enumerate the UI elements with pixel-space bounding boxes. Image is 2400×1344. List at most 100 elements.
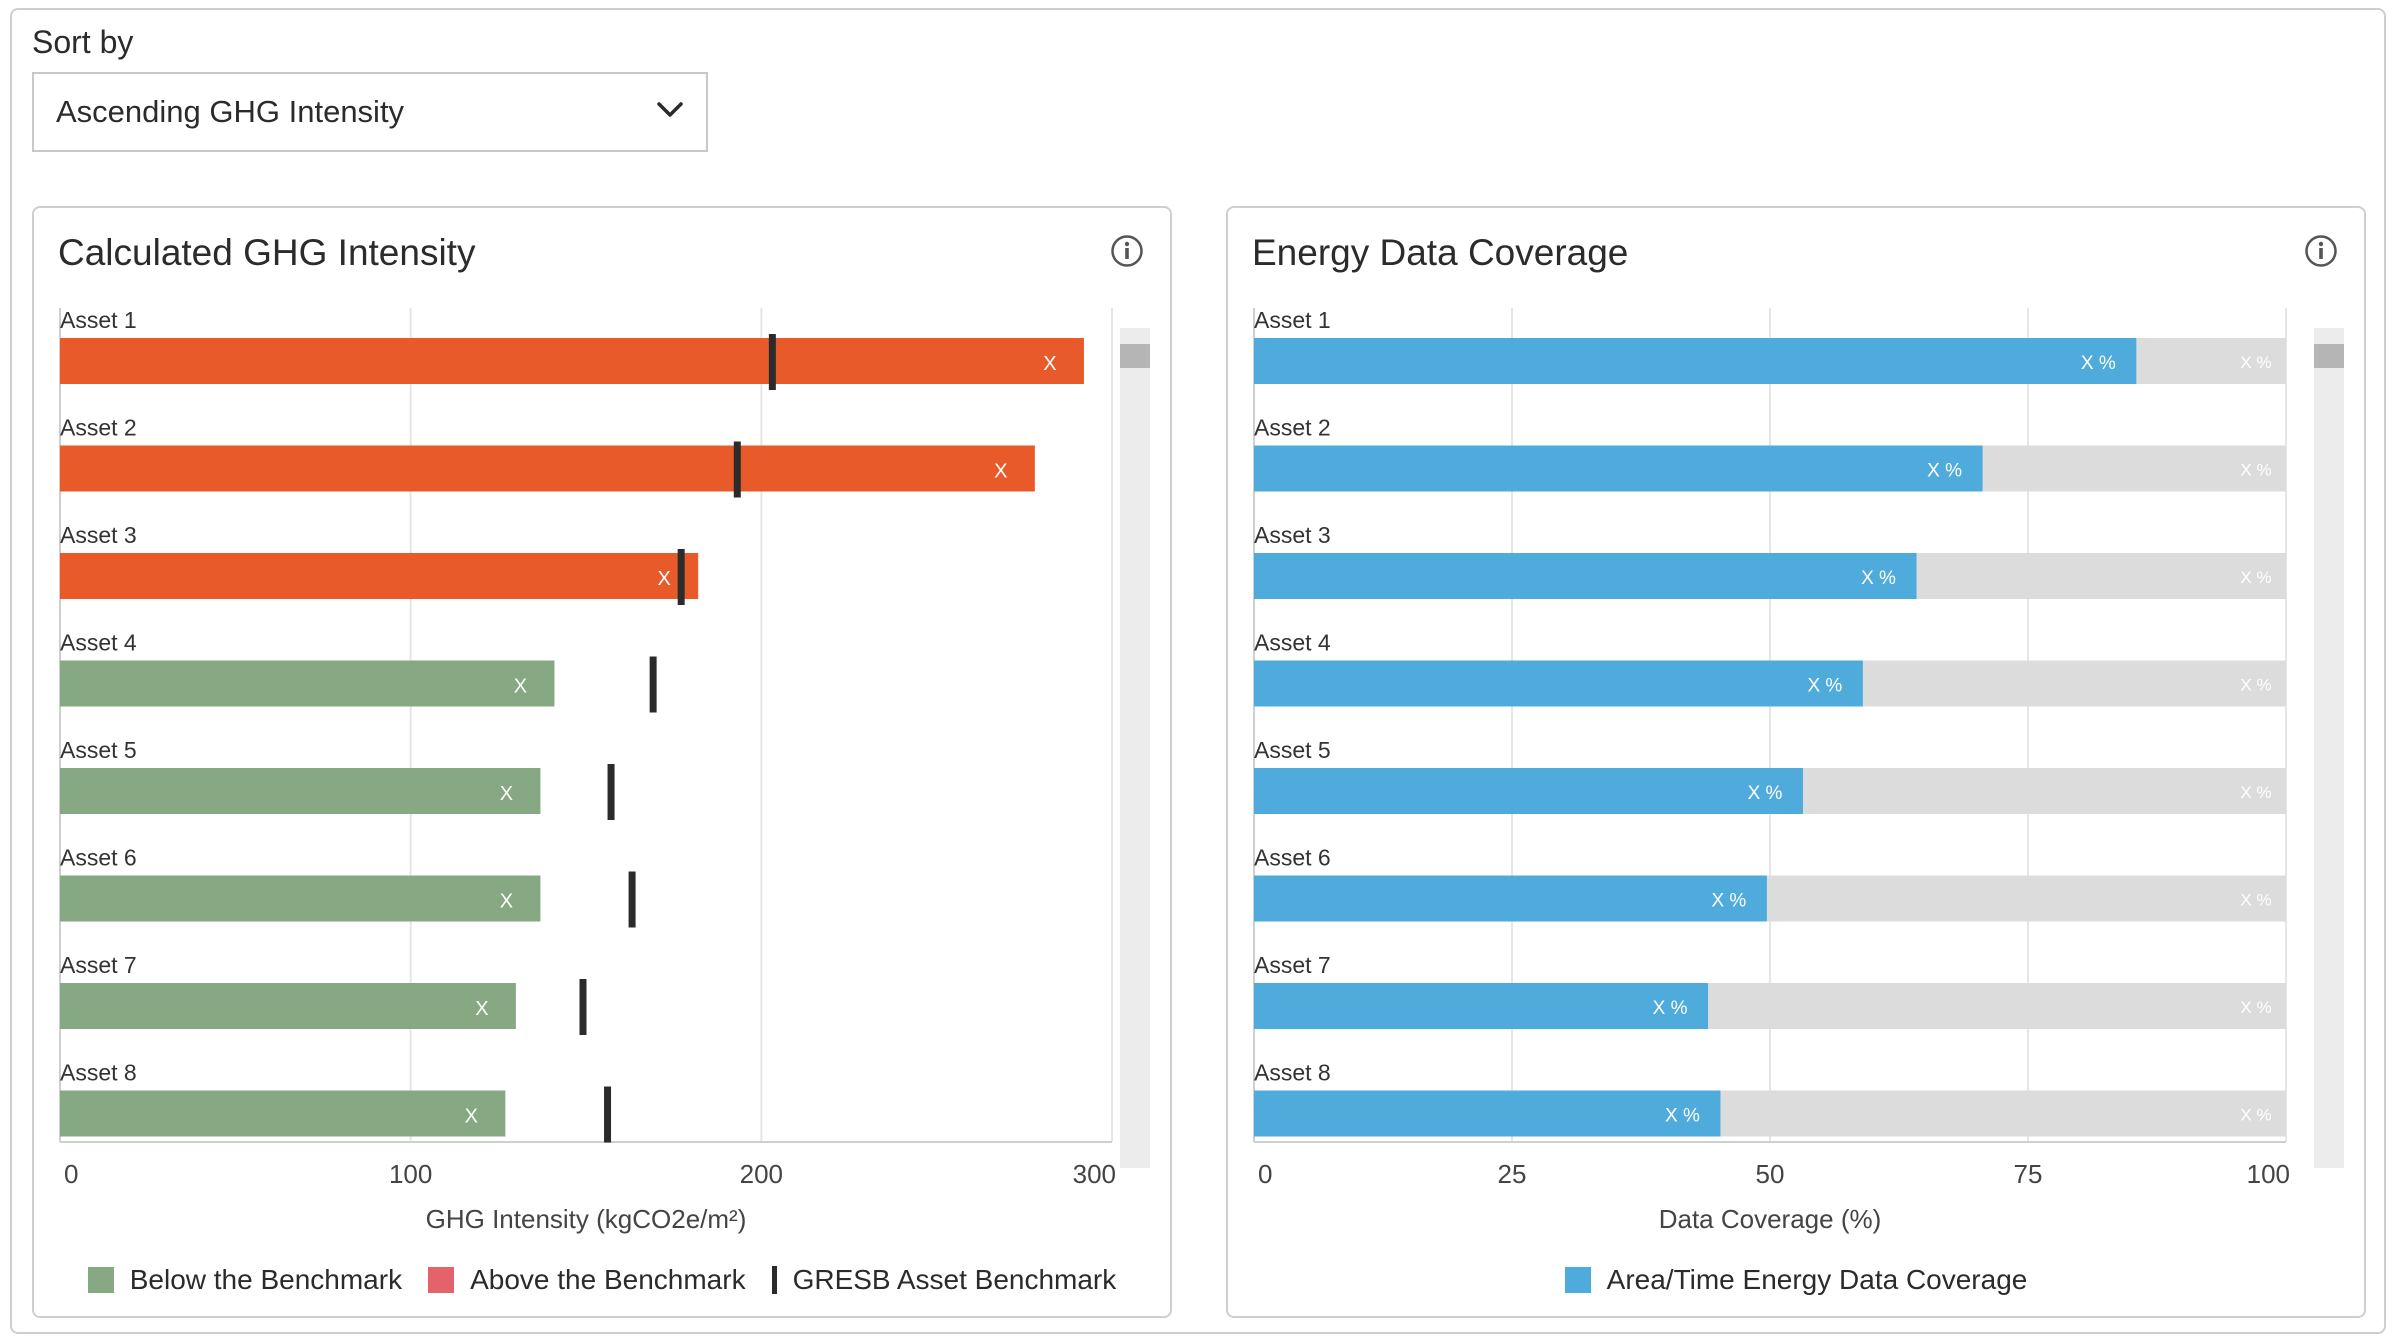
category-label: Asset 2 (60, 415, 137, 441)
sort-dropdown[interactable]: Ascending GHG Intensity (32, 72, 708, 152)
ghg-bar (60, 1090, 506, 1137)
ghg-intensity-panel: Calculated GHG Intensity 0 100 200 300 GHG I… (32, 206, 1172, 1318)
ghg-bar (60, 875, 541, 922)
legend-item-coverage: Area/Time Energy Data Coverage (1564, 1264, 2028, 1296)
legend-swatch-coverage (1564, 1267, 1591, 1293)
panel-title: Calculated GHG Intensity (58, 232, 476, 273)
coverage-remainder-bar (1916, 553, 2286, 599)
category-label: Asset 2 (1254, 415, 1331, 441)
bar-value-label: X % (1665, 1106, 1700, 1127)
bar-value-label: X % (1927, 461, 1962, 482)
remainder-value-label: X % (2240, 461, 2271, 480)
category-label: Asset 8 (60, 1060, 137, 1086)
category-label: Asset 5 (1254, 737, 1331, 763)
coverage-bar (1254, 338, 2137, 384)
category-label: Asset 8 (1254, 1060, 1331, 1086)
legend-label-coverage: Area/Time Energy Data Coverage (1606, 1264, 2028, 1295)
category-label: Asset 3 (1254, 522, 1331, 548)
legend-item-benchmark: GRESB Asset Benchmark (771, 1264, 1117, 1296)
bar-value-label: X (500, 891, 513, 913)
coverage-bar (1254, 768, 1804, 814)
category-label: Asset 4 (60, 630, 137, 656)
bar-value-label: X % (2081, 353, 2116, 374)
bar-value-label: X (475, 998, 488, 1020)
scrollbar[interactable] (2314, 328, 2344, 1168)
ghg-bar (60, 983, 516, 1029)
legend-label-benchmark: GRESB Asset Benchmark (792, 1264, 1117, 1295)
legend-item-below: Below the Benchmark (87, 1264, 403, 1296)
category-label: Asset 4 (1254, 630, 1331, 656)
dashboard-container (10, 8, 2386, 1334)
category-label: Asset 7 (1254, 952, 1331, 978)
bar-value-label: X (658, 568, 671, 590)
legend-swatch-benchmark (771, 1266, 777, 1294)
x-tick-label: 200 (740, 1159, 783, 1189)
benchmark-marker (628, 871, 636, 928)
legend-label-below: Below the Benchmark (129, 1264, 403, 1295)
ghg-bar (60, 660, 555, 707)
category-label: Asset 1 (1254, 307, 1331, 333)
scrollbar[interactable] (1120, 328, 1150, 1168)
coverage-bar (1254, 445, 1983, 492)
remainder-value-label: X % (2240, 891, 2271, 910)
chevron-down-icon (657, 102, 683, 117)
benchmark-marker (768, 334, 776, 390)
chart-legend: Area/Time Energy Data Coverage (1228, 1260, 2364, 1300)
ghg-bar (60, 338, 1084, 384)
scroll-thumb[interactable] (1120, 344, 1150, 368)
scroll-thumb[interactable] (2314, 344, 2344, 368)
legend-swatch-below (87, 1267, 114, 1293)
info-icon[interactable] (2304, 234, 2338, 268)
coverage-remainder-bar (1708, 983, 2286, 1029)
energy-coverage-panel: Energy Data Coverage 0 25 50 75 100 Data Cove… (1226, 206, 2366, 1318)
coverage-remainder-bar (1862, 660, 2286, 707)
remainder-value-label: X % (2240, 998, 2271, 1017)
info-icon[interactable] (1110, 234, 1144, 268)
category-label: Asset 3 (60, 522, 137, 548)
coverage-bar (1254, 1090, 1721, 1137)
category-label: Asset 5 (60, 737, 137, 763)
legend-item-above: Above the Benchmark (428, 1264, 746, 1296)
coverage-bar (1254, 660, 1863, 707)
bar-value-label: X % (1748, 783, 1783, 804)
coverage-remainder-bar (1803, 768, 2286, 814)
energy-coverage-chart: 0 25 50 75 100 Data Coverage (%) Asset 1 X % X %… (1253, 307, 2290, 1234)
coverage-remainder-bar (1766, 875, 2286, 922)
bar-value-label: X % (1711, 891, 1746, 912)
remainder-value-label: X % (2240, 783, 2271, 802)
bar-value-label: X % (1861, 568, 1896, 589)
sort-selected-value: Ascending GHG Intensity (56, 94, 405, 129)
ghg-bar (60, 768, 541, 814)
panel-title: Energy Data Coverage (1252, 232, 1629, 273)
ghg-bar (60, 553, 699, 599)
x-tick-label: 75 (2014, 1159, 2043, 1189)
benchmark-marker (604, 1086, 612, 1143)
coverage-bar (1254, 553, 1917, 599)
remainder-value-label: X % (2240, 568, 2271, 587)
bar-value-label: X (994, 461, 1007, 483)
category-label: Asset 6 (60, 845, 137, 871)
x-axis-title: Data Coverage (%) (1659, 1204, 1882, 1234)
bar-value-label: X % (1807, 676, 1842, 697)
benchmark-marker (677, 549, 685, 605)
coverage-bar (1254, 875, 1767, 922)
coverage-remainder-bar (1982, 445, 2286, 492)
benchmark-marker (733, 441, 741, 498)
coverage-remainder-bar (2136, 338, 2286, 384)
x-axis-title: GHG Intensity (kgCO2e/m²) (426, 1204, 747, 1234)
chart-legend: Below the Benchmark Above the Benchmark … (34, 1260, 1170, 1300)
category-label: Asset 1 (60, 307, 137, 333)
x-tick-label: 0 (1258, 1159, 1272, 1189)
benchmark-marker (579, 979, 587, 1035)
x-tick-label: 25 (1498, 1159, 1527, 1189)
category-label: Asset 6 (1254, 845, 1331, 871)
bar-value-label: X % (1653, 998, 1688, 1019)
ghg-bar (60, 445, 1035, 492)
bar-value-label: X (500, 783, 513, 805)
category-label: Asset 7 (60, 952, 137, 978)
coverage-remainder-bar (1720, 1090, 2286, 1137)
x-tick-label: 100 (389, 1159, 432, 1189)
benchmark-marker (649, 656, 657, 713)
sort-label: Sort by (32, 24, 134, 60)
remainder-value-label: X % (2240, 353, 2271, 372)
